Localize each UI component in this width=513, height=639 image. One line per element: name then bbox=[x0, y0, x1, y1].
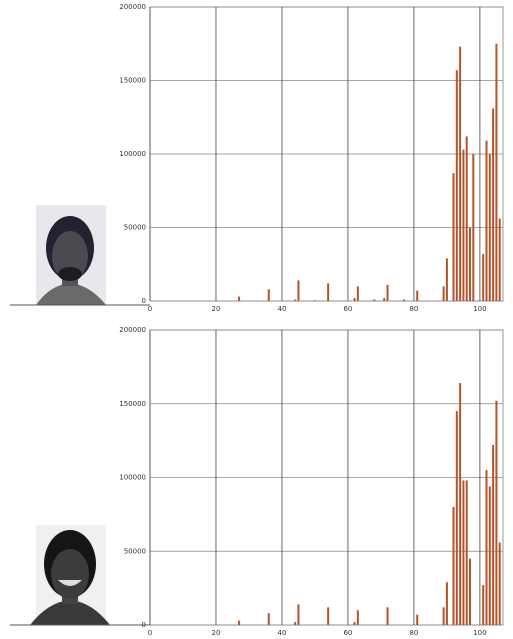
bar bbox=[453, 507, 455, 625]
bar bbox=[327, 283, 329, 301]
x-tick-label: 100 bbox=[473, 305, 486, 313]
bar bbox=[482, 254, 484, 301]
x-tick-label: 40 bbox=[278, 305, 287, 313]
x-tick-label: 60 bbox=[343, 305, 352, 313]
bar bbox=[387, 285, 389, 301]
bar bbox=[459, 47, 461, 301]
bar bbox=[373, 300, 375, 301]
face-photo bbox=[10, 525, 150, 625]
bar bbox=[486, 141, 488, 301]
bar bbox=[297, 280, 299, 301]
bar bbox=[492, 445, 494, 625]
y-tick-label: 50000 bbox=[124, 224, 146, 232]
x-tick-label: 0 bbox=[148, 305, 152, 313]
y-tick-label: 200000 bbox=[119, 326, 146, 334]
bar bbox=[357, 610, 359, 625]
y-tick-label: 200000 bbox=[119, 3, 146, 11]
x-tick-label: 60 bbox=[343, 629, 352, 637]
bar bbox=[416, 615, 418, 625]
bar bbox=[314, 300, 316, 301]
x-tick-label: 20 bbox=[212, 305, 221, 313]
bar bbox=[403, 300, 405, 301]
bar bbox=[466, 136, 468, 301]
bar bbox=[499, 542, 501, 625]
bar bbox=[383, 298, 385, 301]
bar bbox=[327, 607, 329, 625]
bar bbox=[469, 559, 471, 625]
bar bbox=[354, 298, 356, 301]
bar bbox=[354, 622, 356, 625]
bar bbox=[443, 607, 445, 625]
bar bbox=[469, 228, 471, 302]
bar bbox=[268, 613, 270, 625]
y-tick-label: 100000 bbox=[119, 150, 146, 158]
bar bbox=[495, 401, 497, 625]
bar bbox=[499, 219, 501, 301]
bar bbox=[387, 607, 389, 625]
x-tick-label: 80 bbox=[409, 305, 418, 313]
screen: 0 50000 100000 150000 200000 0 20 40 60 80 100 0 500… bbox=[0, 0, 513, 639]
bar bbox=[238, 297, 240, 301]
bar bbox=[357, 286, 359, 301]
bar bbox=[459, 383, 461, 625]
y-tick-label: 150000 bbox=[119, 400, 146, 408]
x-tick-label: 80 bbox=[409, 629, 418, 637]
bar bbox=[446, 582, 448, 625]
y-tick-label: 150000 bbox=[119, 77, 146, 85]
bar bbox=[294, 622, 296, 625]
bar bbox=[453, 173, 455, 301]
bar bbox=[492, 108, 494, 301]
bar bbox=[472, 154, 474, 301]
bar bbox=[495, 44, 497, 301]
bar bbox=[486, 470, 488, 625]
x-tick-label: 40 bbox=[278, 629, 287, 637]
bar bbox=[489, 486, 491, 625]
y-tick-label: 50000 bbox=[124, 547, 146, 555]
bar bbox=[462, 480, 464, 625]
bar bbox=[456, 70, 458, 301]
bar bbox=[489, 154, 491, 301]
bar bbox=[446, 258, 448, 301]
y-tick-label: 0 bbox=[142, 621, 146, 629]
x-tick-label: 100 bbox=[473, 629, 486, 637]
bar bbox=[416, 291, 418, 301]
bar bbox=[456, 411, 458, 625]
bar bbox=[238, 621, 240, 625]
bar bbox=[294, 300, 296, 301]
y-tick-label: 100000 bbox=[119, 474, 146, 482]
bar bbox=[462, 150, 464, 301]
x-tick-label: 20 bbox=[212, 629, 221, 637]
bar bbox=[268, 289, 270, 301]
y-tick-label: 0 bbox=[142, 297, 146, 305]
face-photo bbox=[10, 205, 150, 305]
bar bbox=[466, 480, 468, 625]
bar bbox=[443, 286, 445, 301]
bar bbox=[297, 604, 299, 625]
bar bbox=[482, 585, 484, 625]
x-tick-label: 0 bbox=[148, 629, 152, 637]
